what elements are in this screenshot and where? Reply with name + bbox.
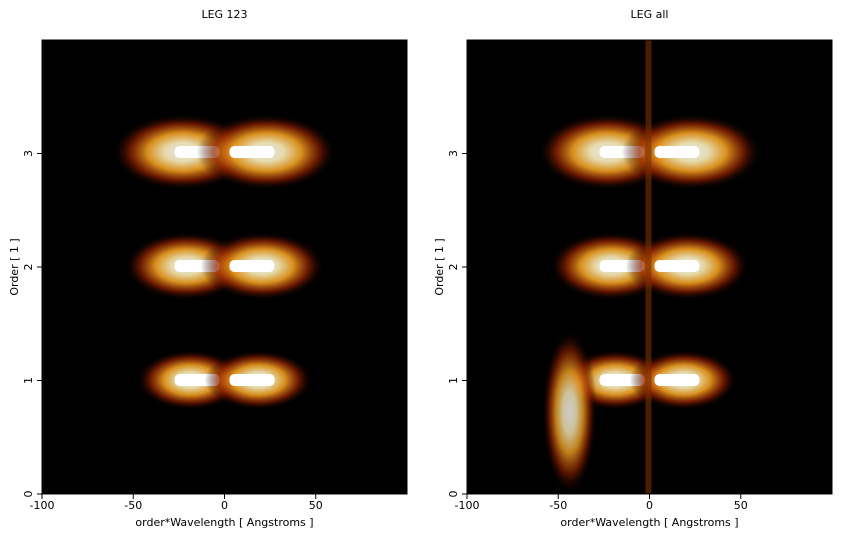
emission-core xyxy=(654,260,700,272)
y-tick-label: 2 xyxy=(22,264,35,271)
y-tick-label: 1 xyxy=(22,377,35,384)
chart-title: LEG 123 xyxy=(201,8,247,21)
x-tick-label: -50 xyxy=(124,499,142,512)
emission-core xyxy=(229,374,275,386)
y-tick-label: 3 xyxy=(447,150,460,157)
emission-core xyxy=(229,146,275,158)
emission-core xyxy=(654,146,700,158)
y-tick-label: 2 xyxy=(447,264,460,271)
emission-core xyxy=(229,260,275,272)
x-tick-label: 0 xyxy=(221,499,228,512)
y-tick-label: 3 xyxy=(22,150,35,157)
y-tick-label: 0 xyxy=(22,491,35,498)
x-axis-label: order*Wavelength [ Angstroms ] xyxy=(135,516,313,529)
x-tick-label: -100 xyxy=(455,499,480,512)
emission-core xyxy=(654,374,700,386)
x-tick-label: -100 xyxy=(30,499,55,512)
x-tick-label: 0 xyxy=(646,499,653,512)
emission-column xyxy=(645,40,652,494)
x-tick-label: 50 xyxy=(734,499,748,512)
x-tick-label: -50 xyxy=(549,499,567,512)
y-tick-label: 1 xyxy=(447,377,460,384)
y-axis-label: Order [ 1 ] xyxy=(8,238,21,295)
y-axis-label: Order [ 1 ] xyxy=(433,238,446,295)
x-axis-label: order*Wavelength [ Angstroms ] xyxy=(560,516,738,529)
chart-title: LEG all xyxy=(631,8,669,21)
y-tick-label: 0 xyxy=(447,491,460,498)
x-tick-label: 50 xyxy=(309,499,323,512)
emission-column xyxy=(542,330,597,494)
